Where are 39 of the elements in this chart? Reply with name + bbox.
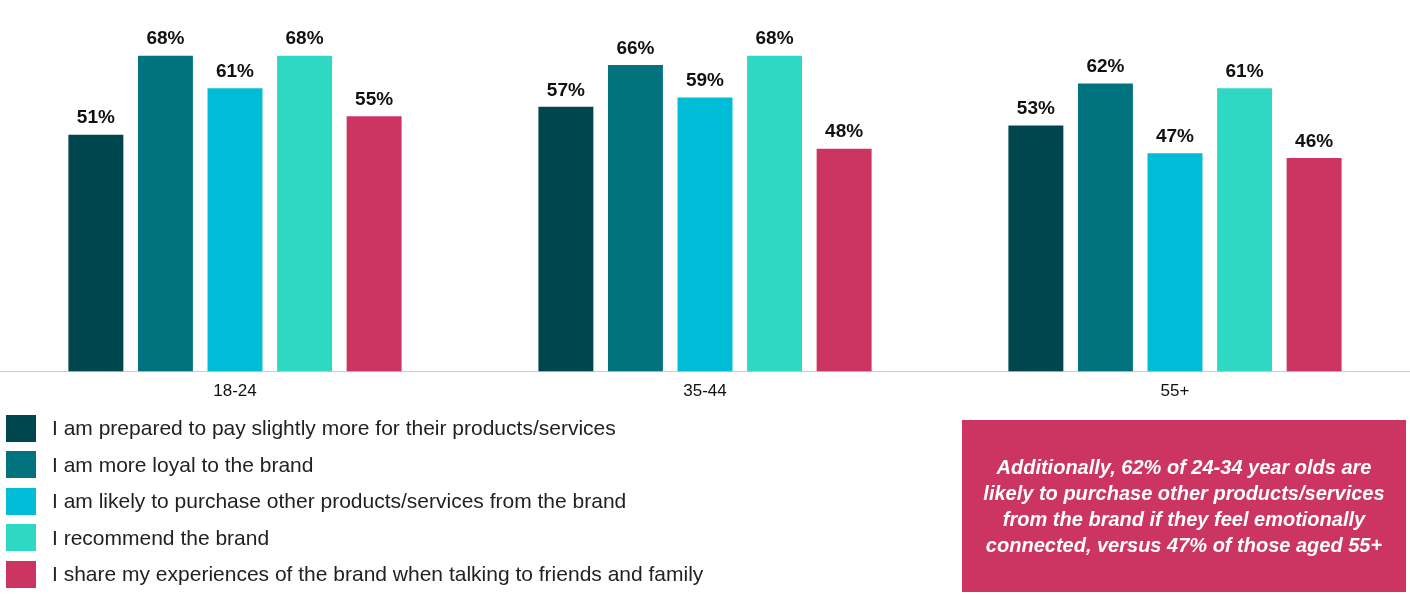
- bar: [1147, 153, 1203, 372]
- bar: [1077, 83, 1133, 372]
- bar: [1286, 157, 1342, 372]
- x-tick-label: 35-44: [683, 381, 727, 401]
- data-label: 68%: [146, 27, 185, 49]
- legend-label: I am more loyal to the brand: [52, 452, 314, 477]
- bar: [277, 55, 333, 372]
- bar: [677, 97, 733, 372]
- data-label: 48%: [825, 120, 864, 142]
- data-label: 57%: [546, 78, 585, 100]
- data-label: 61%: [1225, 59, 1264, 81]
- legend-label: I am likely to purchase other products/services from the brand: [52, 489, 627, 514]
- data-label: 51%: [76, 106, 115, 128]
- data-label: 62%: [1086, 55, 1125, 77]
- legend-label: I recommend the brand: [52, 525, 270, 550]
- data-label: 53%: [1016, 97, 1055, 119]
- data-label: 68%: [755, 27, 794, 49]
- bar: [68, 134, 124, 372]
- bar: [607, 65, 663, 372]
- x-tick-label: 18-24: [213, 381, 257, 401]
- bar: [1008, 125, 1064, 372]
- bar: [538, 106, 594, 372]
- bar: [207, 88, 263, 372]
- legend-label: I share my experiences of the brand when talking to friends and family: [52, 562, 704, 587]
- legend-label: I am prepared to pay slightly more for their products/services: [52, 416, 616, 441]
- text: Additionally, 62% of 24-34 year olds are likely to purchase other products/services from the brand if they feel emotionally connected, versus 47% of those aged 55+: [982, 455, 1386, 558]
- data-label: 66%: [616, 36, 655, 58]
- bar: [816, 148, 872, 372]
- bar: [1217, 88, 1273, 372]
- data-label: 46%: [1295, 129, 1334, 151]
- data-label: 47%: [1155, 125, 1195, 147]
- data-label: 61%: [215, 59, 255, 81]
- data-label: 59%: [685, 69, 725, 91]
- bar: [747, 55, 803, 372]
- bar: [346, 116, 402, 372]
- data-label: 68%: [285, 27, 324, 49]
- data-label: 55%: [355, 87, 394, 109]
- bar: [137, 55, 193, 372]
- x-tick-label: 55+: [1160, 381, 1190, 401]
